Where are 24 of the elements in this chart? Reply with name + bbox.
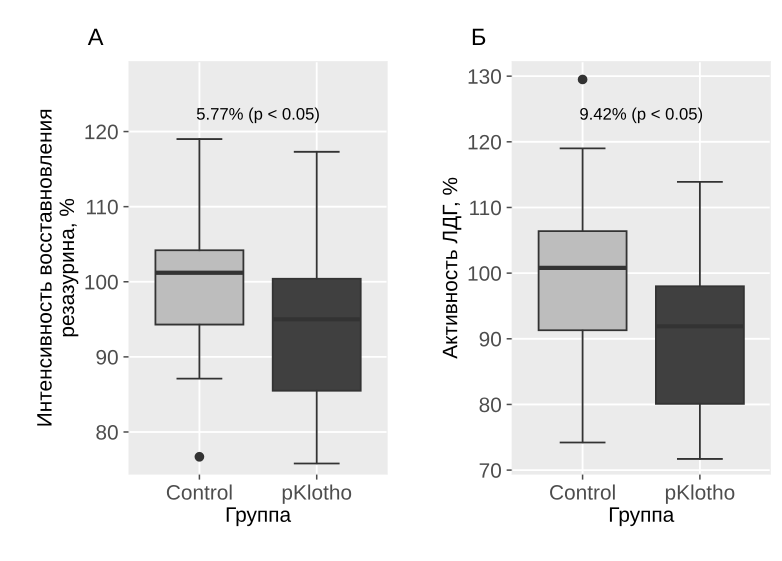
y-axis-title: Активность ЛДГ, %	[442, 178, 462, 359]
chart-title: А	[88, 28, 104, 46]
y-tick-label: 120	[85, 124, 118, 140]
x-tick-label: Control	[166, 484, 232, 500]
y-tick-label: 90	[480, 332, 501, 347]
y-tick-label: 70	[480, 463, 501, 478]
x-axis-title: Группа	[226, 507, 292, 526]
chart-title: Б	[472, 28, 486, 46]
y-tick-label: 100	[468, 266, 501, 281]
y-tick-label: 80	[96, 424, 118, 440]
annotation: 9.42% (p < 0.05)	[580, 108, 702, 124]
x-tick-label: pKlotho	[666, 484, 734, 504]
y-tick-label: 80	[480, 397, 501, 412]
x-tick-label: pKlotho	[282, 484, 352, 504]
y-tick-label: 110	[470, 200, 501, 216]
y-axis-title: Интенсивность восставновления резазурина, %	[37, 110, 78, 426]
y-tick-label: 100	[85, 274, 118, 290]
y-tick-label: 90	[96, 350, 118, 365]
x-tick-label: Control	[550, 484, 615, 500]
y-tick-label: 110	[86, 200, 118, 214]
x-axis-title: Группа	[610, 507, 674, 526]
y-tick-label: 120	[468, 134, 501, 150]
y-tick-label: 130	[468, 69, 501, 84]
annotation: 5.77% (p < 0.05)	[196, 108, 319, 124]
